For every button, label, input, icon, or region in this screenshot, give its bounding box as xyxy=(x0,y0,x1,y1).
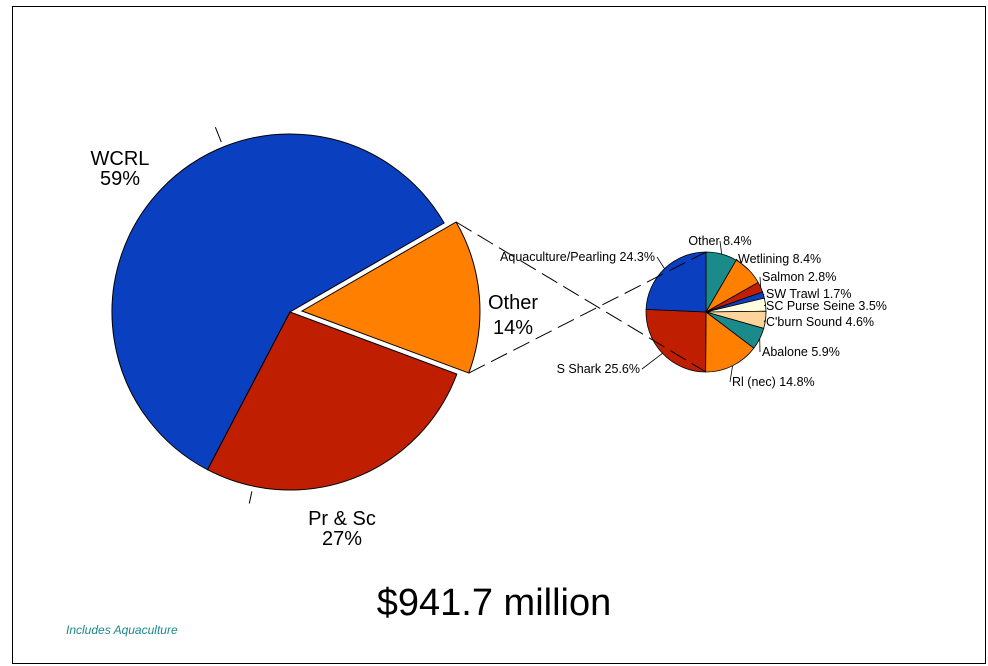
detail-slice-rl-nec- xyxy=(705,311,755,373)
label-leader xyxy=(656,256,665,269)
detail-slice-aquaculture-pearling xyxy=(645,251,707,313)
detail-slice-label: Aquaculture/Pearling 24.3% xyxy=(500,250,655,264)
main-slice-label: WCRL xyxy=(91,148,150,170)
label-leader xyxy=(763,304,766,307)
detail-slice-label: Wetlining 8.4% xyxy=(738,252,821,266)
label-leader xyxy=(729,365,733,383)
detail-slice-label: SC Purse Seine 3.5% xyxy=(766,299,887,313)
detail-slice-s-shark xyxy=(645,308,707,373)
connector-top xyxy=(468,251,707,374)
detail-slice-label: Rl (nec) 14.8% xyxy=(732,375,815,389)
label-leader xyxy=(735,258,749,271)
main-slice-other xyxy=(300,221,481,374)
label-leader xyxy=(719,240,723,255)
main-slice-label: Pr & Sc xyxy=(308,508,376,530)
main-slice-label: Other xyxy=(488,292,538,314)
main-slice-pct: 59% xyxy=(100,168,140,190)
detail-slice-label: C'burn Sound 4.6% xyxy=(766,315,874,329)
label-leader xyxy=(759,276,762,288)
label-leader xyxy=(641,353,663,370)
footnote: Includes Aquaculture xyxy=(66,623,178,637)
total-value: $941.7 million xyxy=(376,582,612,624)
detail-slice-label: Salmon 2.8% xyxy=(762,270,836,284)
main-slice-pr-sc xyxy=(206,311,458,491)
label-leader xyxy=(248,491,253,504)
detail-slice-label: S Shark 25.6% xyxy=(557,362,640,376)
connector-bottom xyxy=(455,221,707,373)
detail-slice-label: SW Trawl 1.7% xyxy=(766,287,851,301)
detail-slice-label: Abalone 5.9% xyxy=(762,345,840,359)
main-slice-pct: 14% xyxy=(493,317,533,339)
detail-slice-label: Other 8.4% xyxy=(688,234,751,248)
label-leader xyxy=(214,126,222,143)
label-leader xyxy=(763,319,766,323)
main-slice-pct: 27% xyxy=(322,528,362,550)
main-slice-wcrl xyxy=(111,133,445,471)
